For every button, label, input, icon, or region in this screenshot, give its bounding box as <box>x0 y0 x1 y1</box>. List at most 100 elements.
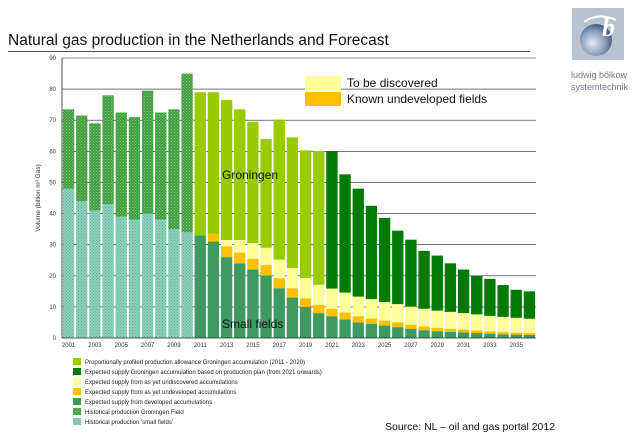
x-tick-label: 2009 <box>167 343 181 349</box>
y-tick-label: 0 <box>53 336 57 342</box>
x-tick-label: 2015 <box>246 343 260 349</box>
bar-segment-2015 <box>247 269 259 338</box>
bar-segment-2014 <box>234 252 246 264</box>
bar-segment-2036 <box>523 291 536 319</box>
bar-segment-2029 <box>431 255 443 311</box>
bar-segment-2016 <box>260 264 272 276</box>
bar-segment-2013 <box>220 257 233 338</box>
bar-segment-2029 <box>431 331 443 338</box>
legend-swatch <box>73 378 81 385</box>
bar-segment-2028 <box>418 250 430 309</box>
bar-segment-2015 <box>247 243 259 259</box>
legend-label-undeveloped: Known undeveloped fields <box>347 92 487 106</box>
legend-label: Expected supply from developed accumulat… <box>85 400 212 406</box>
bar-segment-2036 <box>523 318 536 334</box>
y-tick-label: 70 <box>49 118 56 124</box>
x-tick-label: 2035 <box>510 343 524 349</box>
bar-segment-2027 <box>405 328 417 338</box>
bar-segment-2034 <box>497 316 509 333</box>
bar-segment-2010 <box>181 232 193 338</box>
bar-segment-2031 <box>457 313 470 330</box>
bottom-legend: Proportionally profiled production allow… <box>73 358 322 426</box>
bar-segment-2020 <box>313 151 325 285</box>
bar-segment-2007 <box>141 213 154 338</box>
bar-segment-2008 <box>155 219 167 338</box>
bar-segment-2002 <box>76 115 88 202</box>
x-tick-label: 2001 <box>62 343 76 349</box>
bar-segment-2035 <box>510 332 522 335</box>
annotation-groningen: Groningen <box>222 168 278 182</box>
company-logo: b ludwig bölkow systemtechnik <box>566 8 632 98</box>
legend-label: Proportionally profiled production allow… <box>85 360 305 366</box>
bar-segment-2005 <box>115 112 127 217</box>
legend-label: Expected supply from as yet undeveloped … <box>85 390 236 396</box>
bar-segment-2020 <box>313 313 325 338</box>
bar-segment-2005 <box>115 216 127 338</box>
bar-segment-2021 <box>326 316 338 338</box>
x-tick-label: 2033 <box>483 343 497 349</box>
legend-label: Expected supply Groningen accumulation b… <box>85 370 322 376</box>
bar-segment-2013 <box>220 240 233 247</box>
bar-segment-2022 <box>339 319 351 338</box>
bar-segment-2010 <box>181 73 193 233</box>
bar-segment-2026 <box>392 230 404 305</box>
bar-segment-2011 <box>194 92 206 236</box>
legend-swatch <box>73 358 81 365</box>
bar-segment-2034 <box>497 332 509 335</box>
bar-segment-2014 <box>234 109 246 240</box>
bar-segment-2003 <box>89 123 101 211</box>
bar-segment-2031 <box>457 269 470 314</box>
legend-label: Historical production 'small fields' <box>85 420 173 426</box>
chart-axes: 0 10 20 30 40 50 60 70 80 90 2001 2003 2005 2007 2009 2… <box>49 56 536 349</box>
bar-segment-2008 <box>155 112 167 220</box>
bar-segment-2021 <box>326 308 338 317</box>
logo-letter: b <box>602 13 615 42</box>
logo-mark: b <box>572 8 624 60</box>
bar-segment-2033 <box>484 331 496 334</box>
bar-segment-2006 <box>128 117 141 220</box>
bar-segment-2025 <box>378 325 391 338</box>
y-tick-label: 30 <box>49 243 56 249</box>
legend-swatch-undeveloped <box>305 92 341 106</box>
bar-segment-2019 <box>299 277 312 299</box>
x-tick-label: 2013 <box>220 343 234 349</box>
legend-label: Historical production Groningen Field <box>85 410 184 416</box>
legend-swatch <box>73 368 81 375</box>
bar-segment-2030 <box>444 328 457 332</box>
bar-segment-2014 <box>234 240 246 253</box>
bar-segment-2028 <box>418 326 430 331</box>
legend-label: Expected supply from as yet undiscovered… <box>85 380 238 386</box>
legend-swatch <box>73 398 81 405</box>
logo-text-line2: systemtechnik <box>571 82 629 92</box>
bar-segment-2027 <box>405 239 417 307</box>
bar-segment-2022 <box>339 312 351 320</box>
bar-segment-2024 <box>365 299 378 319</box>
bar-segment-2025 <box>378 320 391 326</box>
bar-segment-2015 <box>247 258 259 270</box>
bar-segment-2025 <box>378 217 391 302</box>
bar-segment-2027 <box>405 306 417 325</box>
bar-segment-2006 <box>128 219 141 338</box>
bar-segment-2001 <box>62 109 75 189</box>
bar-segment-2004 <box>102 204 114 338</box>
bar-segment-2001 <box>62 188 75 338</box>
x-tick-label: 2007 <box>141 343 155 349</box>
bar-segment-2036 <box>523 334 536 338</box>
bar-segment-2024 <box>365 324 378 338</box>
x-tick-label: 2011 <box>194 343 208 349</box>
title-divider <box>8 51 530 52</box>
bar-segment-2011 <box>194 235 206 338</box>
bar-segment-2019 <box>299 306 312 338</box>
legend-swatch-undiscovered <box>305 76 341 90</box>
bar-segment-2020 <box>313 284 325 306</box>
bar-segment-2018 <box>286 268 299 289</box>
bar-segment-2009 <box>168 229 180 338</box>
legend-swatch <box>73 418 81 425</box>
bar-segment-2002 <box>76 201 88 338</box>
x-tick-label: 2017 <box>273 343 287 349</box>
bar-segment-2019 <box>299 150 312 278</box>
x-tick-label: 2023 <box>352 343 366 349</box>
bar-segment-2016 <box>260 247 272 265</box>
bar-segment-2003 <box>89 210 101 338</box>
